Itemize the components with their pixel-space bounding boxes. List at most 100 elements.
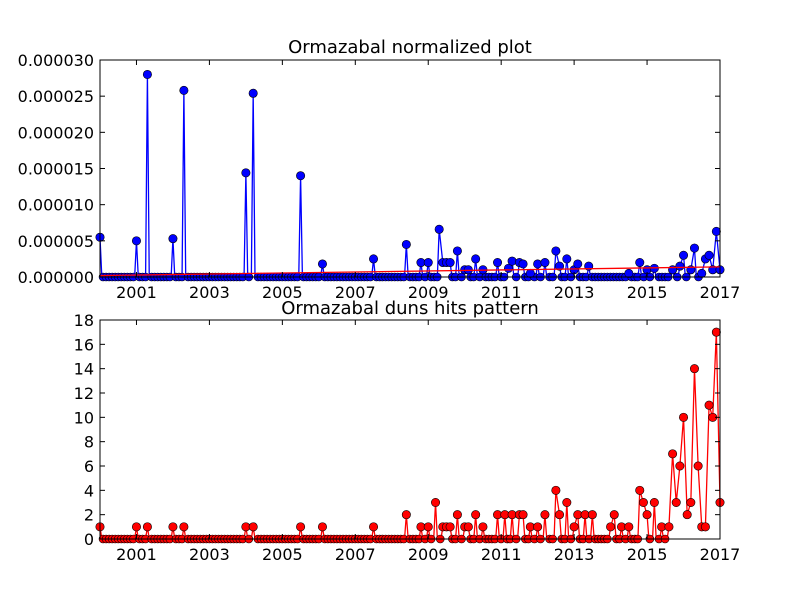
normalized-plot-data-point — [526, 269, 534, 277]
duns-hits-plot-y-tick-label: 16 — [74, 335, 94, 354]
duns-hits-plot-y-tick-label: 4 — [84, 481, 94, 500]
duns-hits-plot-data-point — [625, 523, 633, 531]
normalized-plot-y-tick-label: 0.000000 — [18, 268, 94, 287]
duns-hits-plot-x-tick-label: 2001 — [116, 545, 157, 564]
duns-hits-plot-data-point — [701, 523, 709, 531]
duns-hits-plot-y-tick-label: 14 — [74, 360, 94, 379]
duns-hits-plot-data-point — [676, 462, 684, 470]
duns-hits-plot-data-point — [132, 523, 140, 531]
duns-hits-plot-data-point — [636, 486, 644, 494]
normalized-plot-x-tick-label: 2015 — [627, 283, 668, 302]
normalized-plot-data-point — [519, 260, 527, 268]
normalized-plot-data-point — [493, 258, 501, 266]
normalized-plot-data-point — [625, 269, 633, 277]
normalized-plot-data-point — [705, 251, 713, 259]
duns-hits-plot-data-point — [424, 523, 432, 531]
duns-hits-plot-x-tick-label: 2015 — [627, 545, 668, 564]
normalized-plot-data-point — [574, 260, 582, 268]
duns-hits-plot-data-point — [563, 498, 571, 506]
duns-hits-plot-x-tick-label: 2013 — [554, 545, 595, 564]
duns-hits-plot-data-point — [143, 523, 151, 531]
duns-hits-plot-x-tick-label: 2005 — [262, 545, 303, 564]
duns-hits-plot-data-point — [296, 523, 304, 531]
normalized-plot-title: Ormazabal normalized plot — [288, 37, 532, 58]
duns-hits-plot-x-tick-label: 2009 — [408, 545, 449, 564]
duns-hits-plot-data-point — [639, 498, 647, 506]
normalized-plot-y-tick-label: 0.000015 — [18, 160, 94, 179]
duns-hits-plot-data-point — [683, 510, 691, 518]
duns-hits-plot-data-point — [464, 523, 472, 531]
duns-hits-plot-data-point — [694, 462, 702, 470]
normalized-plot-y-tick-label: 0.000005 — [18, 232, 94, 251]
normalized-plot-data-point — [679, 251, 687, 259]
normalized-plot-y-tick-label: 0.000010 — [18, 196, 94, 215]
duns-hits-plot-data-point — [471, 510, 479, 518]
duns-hits-plot-data-point — [533, 523, 541, 531]
normalized-plot-data-point — [296, 172, 304, 180]
normalized-plot-data-point — [446, 258, 454, 266]
duns-hits-plot-y-tick-label: 2 — [84, 506, 94, 525]
duns-hits-plot-y-tick-label: 12 — [74, 384, 94, 403]
duns-hits-plot-x-tick-label: 2011 — [481, 545, 522, 564]
duns-hits-plot-data-point — [369, 523, 377, 531]
normalized-plot-data-point — [508, 257, 516, 265]
duns-hits-plot-data-point — [552, 486, 560, 494]
duns-hits-plot-data-point — [570, 523, 578, 531]
duns-hits-plot-data-point — [712, 328, 720, 336]
normalized-plot-data-point — [453, 247, 461, 255]
duns-hits-plot-y-tick-label: 0 — [84, 530, 94, 549]
duns-hits-plot-data-point — [169, 523, 177, 531]
normalized-plot-data-point — [636, 258, 644, 266]
duns-hits-plot-data-point — [479, 523, 487, 531]
normalized-plot-data-point — [180, 86, 188, 94]
duns-hits-plot-data-point — [610, 510, 618, 518]
duns-hits-plot-x-tick-label: 2017 — [700, 545, 741, 564]
duns-hits-plot-y-tick-label: 18 — [74, 311, 94, 330]
duns-hits-plot-y-tick-label: 6 — [84, 457, 94, 476]
duns-hits-plot-data-point — [446, 523, 454, 531]
duns-hits-plot-data-point — [672, 498, 680, 506]
normalized-plot-data-point — [533, 260, 541, 268]
duns-hits-plot-data-point — [665, 523, 673, 531]
duns-hits-plot-data-point — [318, 523, 326, 531]
normalized-plot-x-tick-label: 2003 — [189, 283, 230, 302]
duns-hits-plot-title: Ormazabal duns hits pattern — [281, 298, 539, 319]
duns-hits-plot-data-point — [249, 523, 257, 531]
duns-hits-plot-data-point — [180, 523, 188, 531]
normalized-plot-data-point — [169, 234, 177, 242]
normalized-plot-x-tick-label: 2001 — [116, 283, 157, 302]
duns-hits-plot-data-point — [453, 510, 461, 518]
normalized-plot-data-point — [552, 247, 560, 255]
normalized-plot-x-tick-label: 2013 — [554, 283, 595, 302]
normalized-plot-data-point — [435, 225, 443, 233]
normalized-plot-data-point — [676, 262, 684, 270]
normalized-plot-data-point — [541, 258, 549, 266]
duns-hits-plot-data-point — [555, 510, 563, 518]
duns-hits-plot-data-point — [402, 510, 410, 518]
normalized-plot-data-point — [698, 269, 706, 277]
normalized-plot-data-point — [249, 89, 257, 97]
duns-hits-plot-data-point — [690, 364, 698, 372]
duns-hits-plot-data-point — [588, 510, 596, 518]
normalized-plot-data-point — [712, 227, 720, 235]
normalized-plot-data-point — [424, 258, 432, 266]
normalized-plot-y-tick-label: 0.000025 — [18, 87, 94, 106]
duns-hits-plot-data-point — [650, 498, 658, 506]
normalized-plot-y-tick-label: 0.000020 — [18, 123, 94, 142]
normalized-plot-data-point — [132, 237, 140, 245]
normalized-plot-data-point — [563, 255, 571, 263]
normalized-plot-data-point — [402, 240, 410, 248]
normalized-plot-data-point — [471, 255, 479, 263]
duns-hits-plot-data-point — [606, 523, 614, 531]
duns-hits-plot-data-point — [668, 450, 676, 458]
duns-hits-plot-data-point — [679, 413, 687, 421]
normalized-plot-data-point — [143, 70, 151, 78]
duns-hits-plot-y-tick-label: 8 — [84, 433, 94, 452]
normalized-plot-data-point — [242, 169, 250, 177]
normalized-plot-y-tick-label: 0.000030 — [18, 51, 94, 70]
normalized-plot-data-point — [369, 255, 377, 263]
duns-hits-plot-data-point — [431, 498, 439, 506]
duns-hits-plot-y-tick-label: 10 — [74, 408, 94, 427]
normalized-plot-x-tick-label: 2017 — [700, 283, 741, 302]
